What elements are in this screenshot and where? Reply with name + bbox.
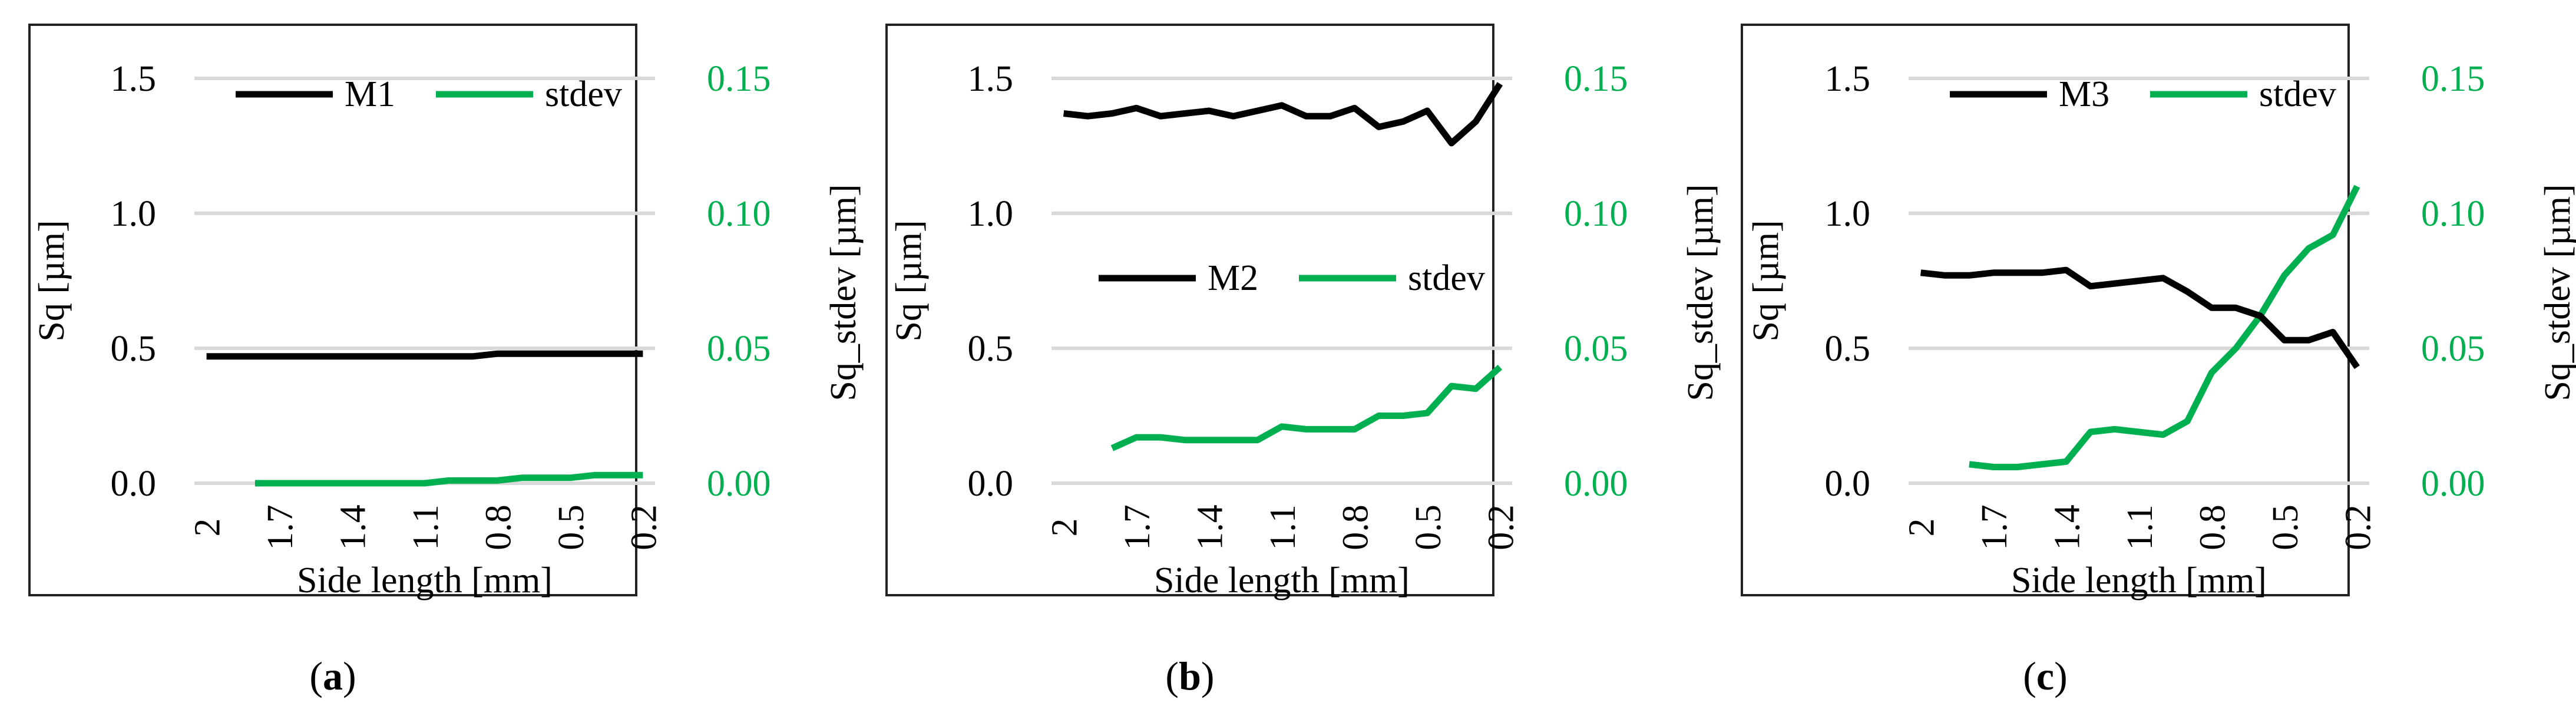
x-tick-label: 1.1 xyxy=(406,504,446,550)
y-tick-label: 1.0 xyxy=(1825,194,1871,234)
x-axis-title: Side length [mm] xyxy=(2011,560,2267,600)
legend: M2 stdev xyxy=(1099,258,1485,298)
y2-tick-label: 0.00 xyxy=(2421,464,2485,504)
y2-tick-label: 0.05 xyxy=(707,329,771,369)
series-line-m1 xyxy=(206,350,643,360)
series-line-m2 xyxy=(1063,82,1503,147)
x-tick-label: 1.4 xyxy=(2048,504,2088,550)
y2-axis-title: Sq_stdev [µm] xyxy=(1681,184,1721,401)
legend-label: M2 xyxy=(1208,258,1258,298)
x-tick-label: 0.2 xyxy=(1481,504,1521,550)
y-tick-label: 1.0 xyxy=(968,194,1014,234)
x-tick-label: 1.1 xyxy=(1263,504,1303,550)
x-axis-title: Side length [mm] xyxy=(1154,560,1410,600)
y2-tick-label: 0.00 xyxy=(1564,464,1628,504)
x-tick-label: 1.7 xyxy=(1117,504,1158,550)
x-tick-label: 2 xyxy=(1045,519,1085,537)
x-tick-label: 0.5 xyxy=(551,504,591,550)
x-tick-label: 1.7 xyxy=(1975,504,2015,550)
x-tick-label: 1.4 xyxy=(1191,504,1231,550)
x-tick-label: 1.7 xyxy=(260,504,300,550)
y-tick-label: 0.5 xyxy=(1825,329,1871,369)
y-tick-label: 0.0 xyxy=(111,464,157,504)
y-tick-label: 1.5 xyxy=(968,59,1014,99)
y2-tick-label: 0.00 xyxy=(707,464,771,504)
x-tick-label: 0.2 xyxy=(2338,504,2378,550)
chart-panel-a: 0.0 0.5 1.0 1.5 0.00 0.05 0.10 0.15 2 1.7 1.4 1.1 0.… xyxy=(28,24,864,698)
x-tick-label: 0.2 xyxy=(624,504,664,550)
legend-label: stdev xyxy=(2259,74,2336,114)
x-tick-label: 0.8 xyxy=(2193,504,2233,550)
legend-label: stdev xyxy=(545,74,622,114)
x-axis-title: Side length [mm] xyxy=(297,560,553,600)
legend: M3 stdev xyxy=(1950,74,2336,114)
y-axis-title: Sq [µm] xyxy=(889,220,929,341)
y-tick-label: 1.0 xyxy=(111,194,157,234)
x-tick-label: 2 xyxy=(188,519,228,537)
panel-frame xyxy=(885,24,1494,596)
y2-tick-label: 0.15 xyxy=(2421,59,2485,99)
x-tick-label: 1.1 xyxy=(2120,504,2160,550)
y-tick-label: 0.5 xyxy=(111,329,157,369)
y2-tick-label: 0.10 xyxy=(2421,194,2485,234)
panel-frame xyxy=(28,24,637,596)
x-tick-label: 0.5 xyxy=(2266,504,2306,550)
legend: M1 stdev xyxy=(236,74,622,114)
x-tick-label: 1.4 xyxy=(333,504,373,550)
y2-axis-title: Sq_stdev [µm] xyxy=(824,184,864,401)
y2-tick-label: 0.10 xyxy=(1564,194,1628,234)
y-axis-title: Sq [µm] xyxy=(1746,220,1786,341)
y2-tick-label: 0.15 xyxy=(1564,59,1628,99)
y-tick-label: 0.0 xyxy=(1825,464,1871,504)
y2-tick-label: 0.10 xyxy=(707,194,771,234)
y-tick-label: 1.5 xyxy=(1825,59,1871,99)
y-tick-label: 0.0 xyxy=(968,464,1014,504)
y2-axis-title: Sq_stdev [µm] xyxy=(2538,184,2576,401)
x-tick-label: 0.8 xyxy=(1335,504,1375,550)
legend-label: M1 xyxy=(345,74,395,114)
x-tick-label: 0.8 xyxy=(478,504,518,550)
series-line-stdev xyxy=(1969,184,2360,470)
y-tick-label: 0.5 xyxy=(968,329,1014,369)
y2-tick-label: 0.05 xyxy=(2421,329,2485,369)
panel-caption: (b) xyxy=(1165,654,1214,698)
legend-label: M3 xyxy=(2059,74,2109,114)
panel-caption: (c) xyxy=(2023,654,2068,698)
y2-tick-label: 0.15 xyxy=(707,59,771,99)
chart-panel-c: 0.0 0.5 1.0 1.5 0.00 0.05 0.10 0.15 2 1.7 1.4 1.1 0.… xyxy=(1741,24,2576,698)
series-line-m3 xyxy=(1920,266,2360,369)
y-axis-title: Sq [µm] xyxy=(32,220,72,341)
y2-tick-label: 0.05 xyxy=(1564,329,1628,369)
y-tick-label: 1.5 xyxy=(111,59,157,99)
panel-frame xyxy=(1741,24,2350,596)
series-line-stdev xyxy=(254,471,643,487)
legend-label: stdev xyxy=(1408,258,1485,298)
chart-panel-b: 0.0 0.5 1.0 1.5 0.00 0.05 0.10 0.15 2 1.7 1.4 1.1 0.… xyxy=(885,24,1721,698)
x-tick-label: 2 xyxy=(1902,519,1942,537)
series-line-stdev xyxy=(1110,364,1503,451)
x-tick-label: 0.5 xyxy=(1408,504,1449,550)
panel-caption: (a) xyxy=(309,654,356,698)
